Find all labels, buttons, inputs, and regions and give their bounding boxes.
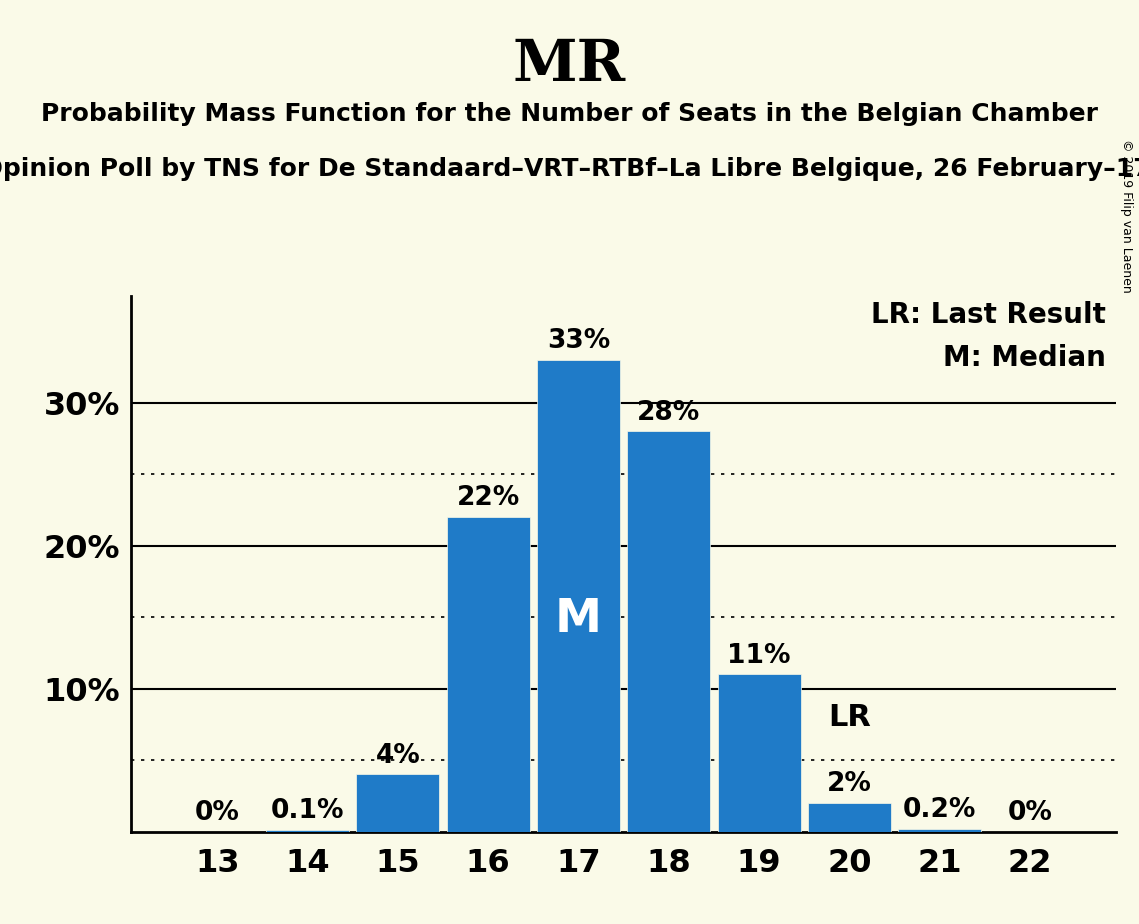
Text: 0.2%: 0.2% [903, 797, 976, 823]
Bar [898, 829, 981, 832]
Text: M: Median: M: Median [943, 344, 1106, 372]
Text: Probability Mass Function for the Number of Seats in the Belgian Chamber: Probability Mass Function for the Number… [41, 102, 1098, 126]
Text: LR: LR [828, 702, 870, 732]
Text: 0%: 0% [1008, 800, 1052, 826]
Bar [446, 517, 530, 832]
Text: 33%: 33% [547, 328, 611, 354]
Text: © 2019 Filip van Laenen: © 2019 Filip van Laenen [1121, 139, 1133, 292]
Text: 0%: 0% [195, 800, 239, 826]
Bar [808, 803, 891, 832]
Text: an Opinion Poll by TNS for De Standaard–VRT–RTBf–La Libre Belgique, 26 February–: an Opinion Poll by TNS for De Standaard–… [0, 157, 1139, 181]
Text: 4%: 4% [376, 743, 420, 769]
Text: MR: MR [513, 37, 626, 93]
Bar [267, 830, 350, 832]
Text: 22%: 22% [457, 485, 519, 512]
Text: 0.1%: 0.1% [271, 798, 344, 824]
Bar [536, 360, 620, 832]
Bar [357, 774, 440, 832]
Text: 11%: 11% [728, 643, 790, 669]
Text: M: M [555, 597, 601, 642]
Text: LR: Last Result: LR: Last Result [871, 301, 1106, 329]
Bar [628, 432, 711, 832]
Bar [718, 675, 801, 832]
Text: 2%: 2% [827, 772, 871, 797]
Text: 28%: 28% [637, 400, 700, 426]
